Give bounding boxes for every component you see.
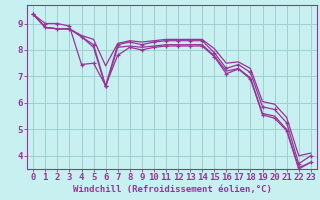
X-axis label: Windchill (Refroidissement éolien,°C): Windchill (Refroidissement éolien,°C): [73, 185, 271, 194]
